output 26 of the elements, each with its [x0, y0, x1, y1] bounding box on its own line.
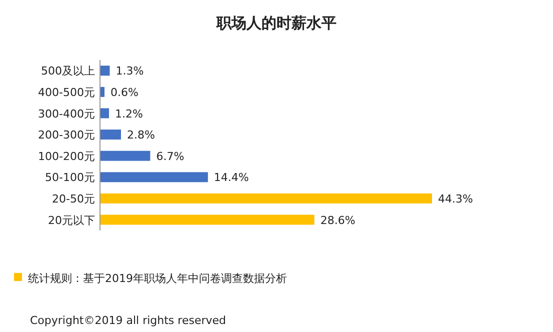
text: 统计规则：基于2019年职场人年中问卷调查数据分析 [28, 272, 287, 285]
data-label: 1.3% [116, 64, 144, 78]
y-tick-label: 50-100元 [45, 171, 95, 184]
y-tick-label: 20-50元 [52, 192, 95, 206]
text: Copyright©2019 all rights reserved [30, 314, 226, 327]
bar [100, 108, 109, 118]
y-tick-label: 300-400元 [38, 107, 95, 120]
bar [100, 193, 432, 204]
chart-title: 职场人的时薪水平 [216, 14, 336, 32]
bar [100, 130, 121, 140]
bar [100, 66, 110, 76]
data-label: 2.8% [126, 128, 155, 142]
data-label: 1.2% [114, 107, 143, 120]
data-label: 0.6% [110, 86, 138, 99]
y-tick-label: 400-500元 [38, 86, 95, 99]
y-tick-label: 500及以上 [41, 64, 95, 78]
bar [100, 214, 314, 225]
bar [100, 172, 208, 182]
data-label: 14.4% [214, 171, 249, 184]
data-label: 44.3% [438, 192, 473, 206]
bar [100, 150, 150, 161]
data-label: 28.6% [320, 214, 356, 227]
y-tick-label: 100-200元 [38, 150, 95, 163]
y-tick-label: 20元以下 [48, 214, 95, 227]
y-tick-label: 200-300元 [38, 128, 95, 142]
data-label: 6.7% [156, 150, 184, 163]
